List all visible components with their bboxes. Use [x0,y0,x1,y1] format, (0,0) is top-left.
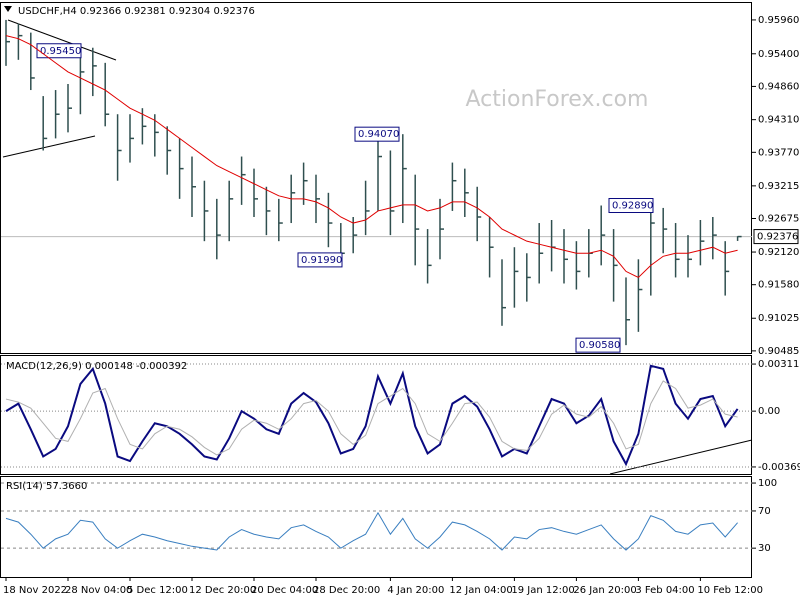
panel-title: MACD(12,26,9) 0.000148 -0.000392 [6,361,187,372]
x-tick-label: 18 Nov 2022 [3,585,67,596]
x-tick-label: 10 Feb 12:00 [697,585,763,596]
price-annotation: 0.94070 [358,129,399,140]
price-annotation: 0.91990 [301,255,342,266]
panel-title: USDCHF,H4 0.92366 0.92381 0.92304 0.9237… [18,6,255,17]
y-tick-label: 0.91580 [758,280,799,291]
y-tick-label: 100 [758,478,777,489]
y-tick-label: 0.92120 [758,247,799,258]
y-tick-label: 30 [758,543,771,554]
price-annotation: 0.95450 [40,46,81,57]
x-tick-label: 4 Jan 20:00 [387,585,444,596]
y-tick-label: 0.90485 [758,346,799,357]
y-tick-label: 0.93770 [758,147,799,158]
y-tick-label: 0.003117 [758,359,800,370]
series-line [5,35,738,279]
y-tick-label: 0.95400 [758,49,799,60]
rsi-panel [0,476,752,578]
price-annotation-box [297,252,343,268]
main-panel [0,2,752,354]
y-tick-label: 0.91025 [758,313,799,324]
y-tick-label: 0.92675 [758,214,799,225]
menu-icon[interactable] [4,6,12,12]
price-annotation: 0.92890 [612,201,653,212]
x-tick-label: 26 Jan 20:00 [573,585,636,596]
last-price-box [753,229,799,245]
trend-line [7,19,117,61]
series-line [5,364,739,467]
trend-line [2,135,96,158]
x-tick-label: 20 Dec 04:00 [251,585,318,596]
price-annotation-box [354,126,400,142]
series-line [5,511,738,551]
y-tick-label: 70 [758,506,771,517]
y-tick-label: 0.00 [758,406,780,417]
y-tick-label: -0.003693 [758,462,800,473]
x-tick-label: 28 Nov 04:00 [65,585,132,596]
x-tick-label: 12 Dec 20:00 [189,585,256,596]
x-tick-label: 28 Dec 20:00 [313,585,380,596]
price-annotation-box [575,337,621,353]
x-tick-label: 12 Jan 04:00 [449,585,512,596]
price-annotation-box [36,43,82,59]
y-tick-label: 0.94860 [758,81,799,92]
macd-panel [0,355,752,475]
x-tick-label: 3 Feb 04:00 [635,585,694,596]
y-tick-label: 0.94310 [758,115,799,126]
watermark: ActionForex.com [466,87,649,112]
series-line [5,380,738,456]
price-annotation: 0.90580 [579,340,620,351]
panel-title: RSI(14) 57.3660 [6,481,87,492]
x-tick-label: 19 Jan 12:00 [511,585,574,596]
x-tick-label: 5 Dec 12:00 [127,585,188,596]
price-annotation-box [608,198,654,214]
y-tick-label: 0.93215 [758,181,799,192]
y-tick-label: 0.95960 [758,15,799,26]
last-price-label: 0.92376 [757,232,798,243]
trend-line [609,439,753,475]
